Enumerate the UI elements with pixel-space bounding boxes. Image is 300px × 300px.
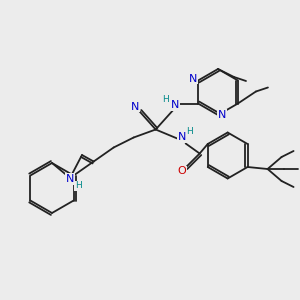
Text: O: O xyxy=(177,167,186,176)
Text: N: N xyxy=(130,101,139,112)
Text: N: N xyxy=(170,100,179,110)
Text: N: N xyxy=(178,133,186,142)
Text: H: H xyxy=(162,95,169,104)
Text: H: H xyxy=(75,182,81,190)
Text: N: N xyxy=(218,110,226,120)
Text: N: N xyxy=(189,74,197,83)
Text: N: N xyxy=(66,174,74,184)
Text: H: H xyxy=(186,127,193,136)
